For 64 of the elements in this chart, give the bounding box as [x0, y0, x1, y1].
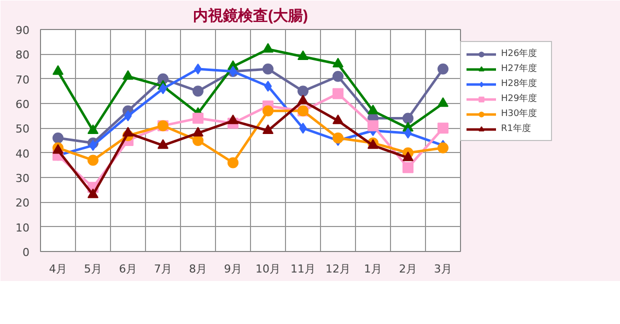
y-tick-label: 10 [16, 221, 30, 234]
point [262, 63, 274, 74]
point [88, 154, 98, 166]
point [402, 162, 414, 174]
point [368, 120, 378, 132]
point [298, 86, 308, 97]
point [332, 88, 344, 100]
point [192, 135, 204, 146]
chart-title: 内視鏡検査(大腸) [193, 8, 308, 24]
point [298, 50, 308, 60]
legend-label: H26年度 [501, 48, 538, 60]
point [192, 86, 204, 97]
x-tick-label: 9月 [224, 262, 242, 276]
legend-label: H27年度 [501, 62, 538, 75]
point [438, 142, 448, 154]
x-tick-label: 8月 [189, 262, 207, 276]
point [262, 42, 274, 53]
point [192, 126, 204, 136]
point [88, 188, 98, 198]
y-tick-label: 20 [16, 196, 30, 210]
y-tick-label: 90 [16, 24, 30, 37]
legend-label: R1年度 [501, 122, 532, 135]
point [332, 58, 344, 68]
point [122, 70, 134, 80]
point [368, 104, 378, 114]
point [192, 112, 204, 124]
point [52, 132, 64, 144]
point [298, 94, 308, 104]
y-tick-label: 50 [16, 122, 30, 136]
x-tick-label: 12月 [326, 262, 350, 276]
legend-label: H29年度 [501, 92, 538, 105]
point [438, 97, 448, 107]
legend-label: H30年度 [501, 108, 538, 120]
point [438, 122, 448, 134]
point [52, 65, 64, 75]
y-tick-label: 70 [16, 73, 30, 86]
x-tick-label: 7月 [154, 262, 172, 276]
point [402, 112, 414, 124]
y-tick-label: 0 [22, 246, 30, 259]
x-tick-label: 4月 [49, 262, 67, 276]
point [438, 63, 448, 74]
x-tick-label: 1月 [364, 262, 382, 276]
point [122, 126, 134, 136]
point [158, 139, 168, 149]
y-tick-label: 40 [16, 147, 30, 160]
x-tick-label: 3月 [434, 262, 452, 276]
point [228, 114, 238, 124]
point [262, 105, 274, 116]
point [228, 157, 238, 168]
point [88, 124, 98, 134]
point [332, 132, 344, 144]
point [402, 151, 414, 162]
x-tick-label: 5月 [84, 262, 102, 276]
x-tick-label: 11月 [290, 262, 316, 276]
point [262, 124, 274, 134]
point [332, 70, 344, 82]
point [332, 114, 344, 124]
x-tick-label: 2月 [399, 262, 417, 276]
y-tick-label: 80 [16, 48, 30, 62]
y-tick-label: 30 [16, 172, 30, 185]
legend-label: H28年度 [501, 78, 538, 90]
y-tick-label: 60 [16, 98, 30, 111]
x-tick-label: 10月 [256, 262, 280, 276]
x-tick-label: 6月 [119, 262, 137, 276]
